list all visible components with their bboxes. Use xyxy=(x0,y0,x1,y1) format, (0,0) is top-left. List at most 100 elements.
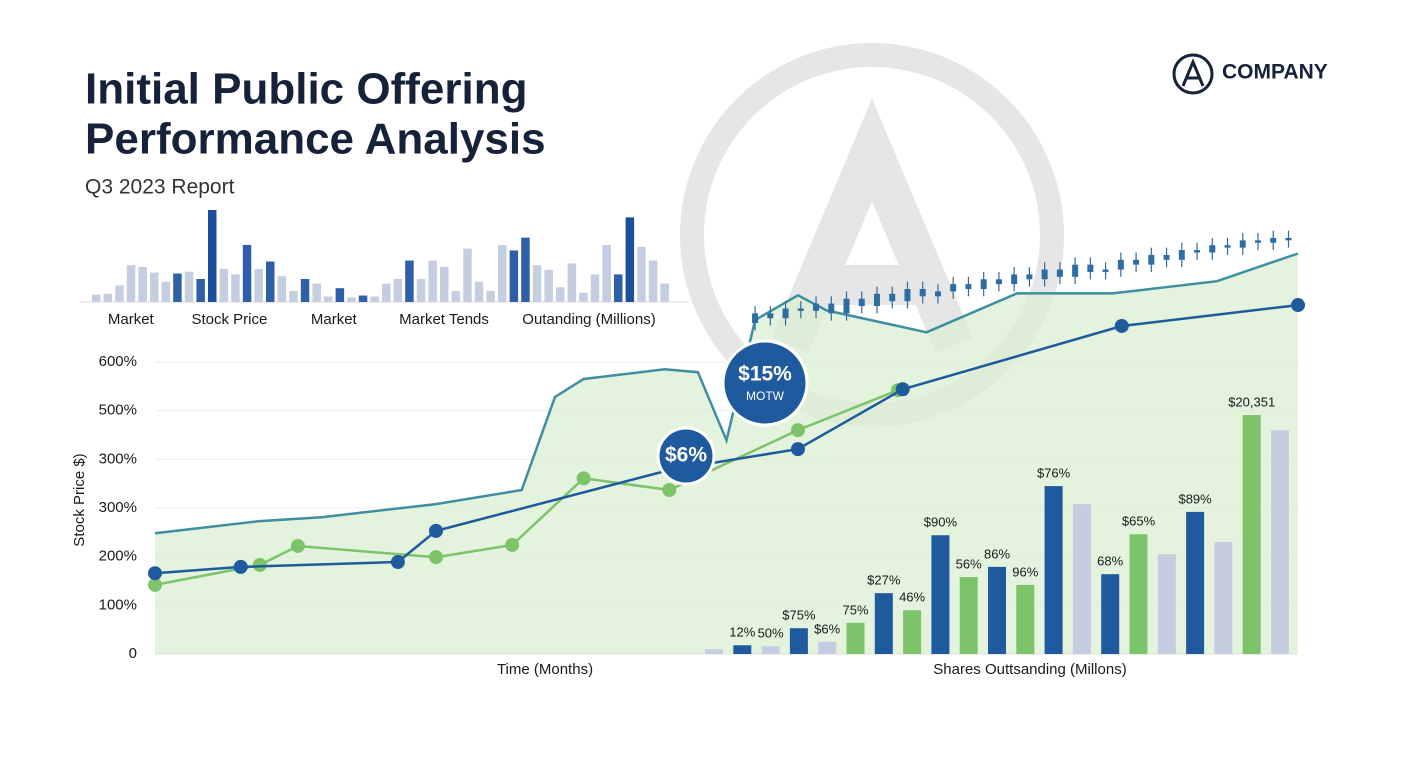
bar xyxy=(903,610,922,654)
mini-bar xyxy=(161,281,171,302)
mini-bar xyxy=(150,272,159,302)
line xyxy=(154,252,1299,535)
bar xyxy=(1016,584,1035,654)
mini-bar xyxy=(219,268,229,302)
mini-bar xyxy=(254,268,263,302)
candle-body xyxy=(843,298,850,314)
bar-label: $20,351 xyxy=(1228,394,1275,409)
mini-bar xyxy=(602,244,611,302)
candle-body xyxy=(1209,245,1216,253)
mini-bar xyxy=(579,292,588,302)
group-label: Stock Price xyxy=(191,311,267,328)
mini-bar xyxy=(324,296,333,302)
mini-bar xyxy=(544,269,553,302)
mini-bar xyxy=(126,265,136,302)
y-tick-label: 100% xyxy=(99,596,137,613)
marker xyxy=(576,471,591,486)
mini-bar xyxy=(521,237,530,302)
mini-bar xyxy=(509,250,519,302)
mini-bar xyxy=(347,297,356,302)
bar xyxy=(705,649,723,654)
bar-label: 12% xyxy=(729,625,755,640)
title-line: Initial Public Offering xyxy=(85,65,527,114)
mini-bar xyxy=(625,217,635,302)
mini-bar xyxy=(660,283,669,302)
candle-body xyxy=(965,284,972,289)
bar xyxy=(1129,534,1148,654)
candle-body xyxy=(934,291,941,297)
annotation-subtext: MOTW xyxy=(746,389,785,403)
candle-body xyxy=(828,303,835,314)
mini-bar xyxy=(532,265,542,302)
y-axis-label: Stock Price $) xyxy=(71,453,88,546)
mini-bar xyxy=(567,263,577,302)
subtitle: Q3 2023 Report xyxy=(85,176,235,199)
bar xyxy=(931,535,950,654)
annotation-text: $15% xyxy=(738,363,792,386)
candle-body xyxy=(1117,259,1124,270)
title-line: Performance Analysis xyxy=(85,115,546,164)
marker xyxy=(148,566,162,581)
bar-label: $27% xyxy=(867,573,901,588)
bar xyxy=(1214,542,1233,654)
candle-body xyxy=(1224,245,1231,248)
marker xyxy=(148,577,162,592)
candle-body xyxy=(995,279,1002,285)
bar xyxy=(1044,486,1063,654)
annotation-bubble xyxy=(721,339,809,427)
y-tick-label: 300% xyxy=(99,450,137,467)
candle-body xyxy=(919,289,926,297)
mini-bar xyxy=(277,276,287,302)
bar xyxy=(789,628,808,654)
bar xyxy=(1271,430,1289,654)
bar-label: 96% xyxy=(1012,564,1038,579)
marker xyxy=(252,557,267,572)
mini-bar xyxy=(208,210,217,302)
mini-bar xyxy=(451,290,461,302)
mini-bar xyxy=(92,294,101,302)
annotation-text: $6% xyxy=(665,444,707,467)
bar xyxy=(1157,554,1176,654)
marker xyxy=(1114,318,1129,333)
group-label: Market Tends xyxy=(399,311,489,328)
candle-body xyxy=(1041,269,1048,280)
mini-bar xyxy=(428,260,437,302)
bar-label: 50% xyxy=(758,626,784,641)
y-tick-label: 200% xyxy=(99,548,137,565)
marker xyxy=(428,523,443,538)
mini-bar xyxy=(614,274,623,302)
candle-body xyxy=(1254,240,1261,243)
candle-body xyxy=(904,289,911,302)
mini-bar xyxy=(242,244,252,302)
bar xyxy=(733,645,752,654)
candle-body xyxy=(1178,250,1185,260)
bar xyxy=(818,641,837,654)
bar-label: $6% xyxy=(814,621,840,636)
bar-label: $90% xyxy=(924,515,958,530)
mini-bar xyxy=(474,281,484,302)
mini-bar xyxy=(382,283,391,302)
candle-body xyxy=(797,308,804,311)
candle-body xyxy=(873,293,880,307)
bar xyxy=(1072,504,1091,654)
mini-bar xyxy=(289,290,298,302)
mini-bar xyxy=(648,260,658,302)
x-axis-label: Shares Outtsanding (Millons) xyxy=(933,661,1126,678)
group-label: Outanding (Millions) xyxy=(522,311,655,328)
candle-body xyxy=(858,298,865,307)
mini-bar xyxy=(266,261,275,302)
candle-body xyxy=(782,308,789,319)
mini-bar xyxy=(335,288,345,302)
bar xyxy=(1186,511,1205,654)
mini-bar xyxy=(138,267,147,302)
mini-bar xyxy=(115,285,124,302)
bar xyxy=(846,622,865,654)
mini-bar xyxy=(184,271,194,302)
group-label: Market xyxy=(311,311,358,328)
candle-body xyxy=(1087,264,1094,272)
candle-body xyxy=(1285,237,1292,241)
mini-bar xyxy=(416,279,426,302)
bar-label: $89% xyxy=(1178,491,1212,506)
